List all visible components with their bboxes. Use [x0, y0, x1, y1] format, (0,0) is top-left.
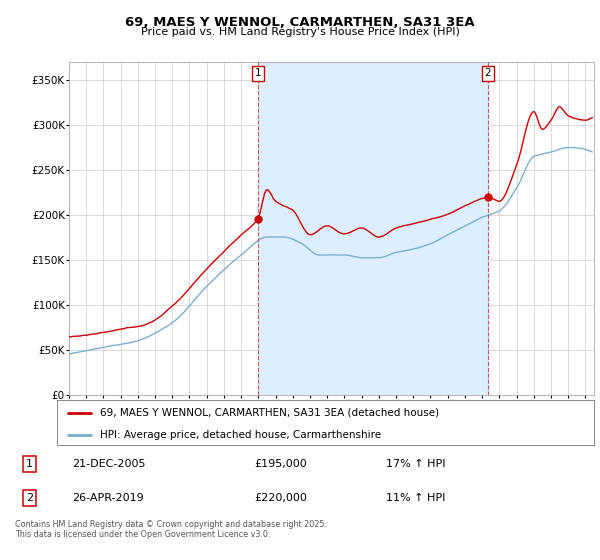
Text: £220,000: £220,000: [254, 493, 307, 503]
Text: Price paid vs. HM Land Registry's House Price Index (HPI): Price paid vs. HM Land Registry's House …: [140, 27, 460, 37]
Text: 1: 1: [26, 459, 33, 469]
Text: 2: 2: [484, 68, 491, 78]
Text: Contains HM Land Registry data © Crown copyright and database right 2025.
This d: Contains HM Land Registry data © Crown c…: [15, 520, 327, 539]
Text: £195,000: £195,000: [254, 459, 307, 469]
Text: 69, MAES Y WENNOL, CARMARTHEN, SA31 3EA: 69, MAES Y WENNOL, CARMARTHEN, SA31 3EA: [125, 16, 475, 29]
Text: 26-APR-2019: 26-APR-2019: [73, 493, 144, 503]
Text: 17% ↑ HPI: 17% ↑ HPI: [386, 459, 446, 469]
Bar: [258, 62, 488, 395]
Text: 21-DEC-2005: 21-DEC-2005: [73, 459, 146, 469]
Text: 1: 1: [254, 68, 261, 78]
Text: 2: 2: [26, 493, 33, 503]
Text: HPI: Average price, detached house, Carmarthenshire: HPI: Average price, detached house, Carm…: [100, 430, 381, 440]
Text: 11% ↑ HPI: 11% ↑ HPI: [386, 493, 446, 503]
Text: 69, MAES Y WENNOL, CARMARTHEN, SA31 3EA (detached house): 69, MAES Y WENNOL, CARMARTHEN, SA31 3EA …: [100, 408, 439, 418]
